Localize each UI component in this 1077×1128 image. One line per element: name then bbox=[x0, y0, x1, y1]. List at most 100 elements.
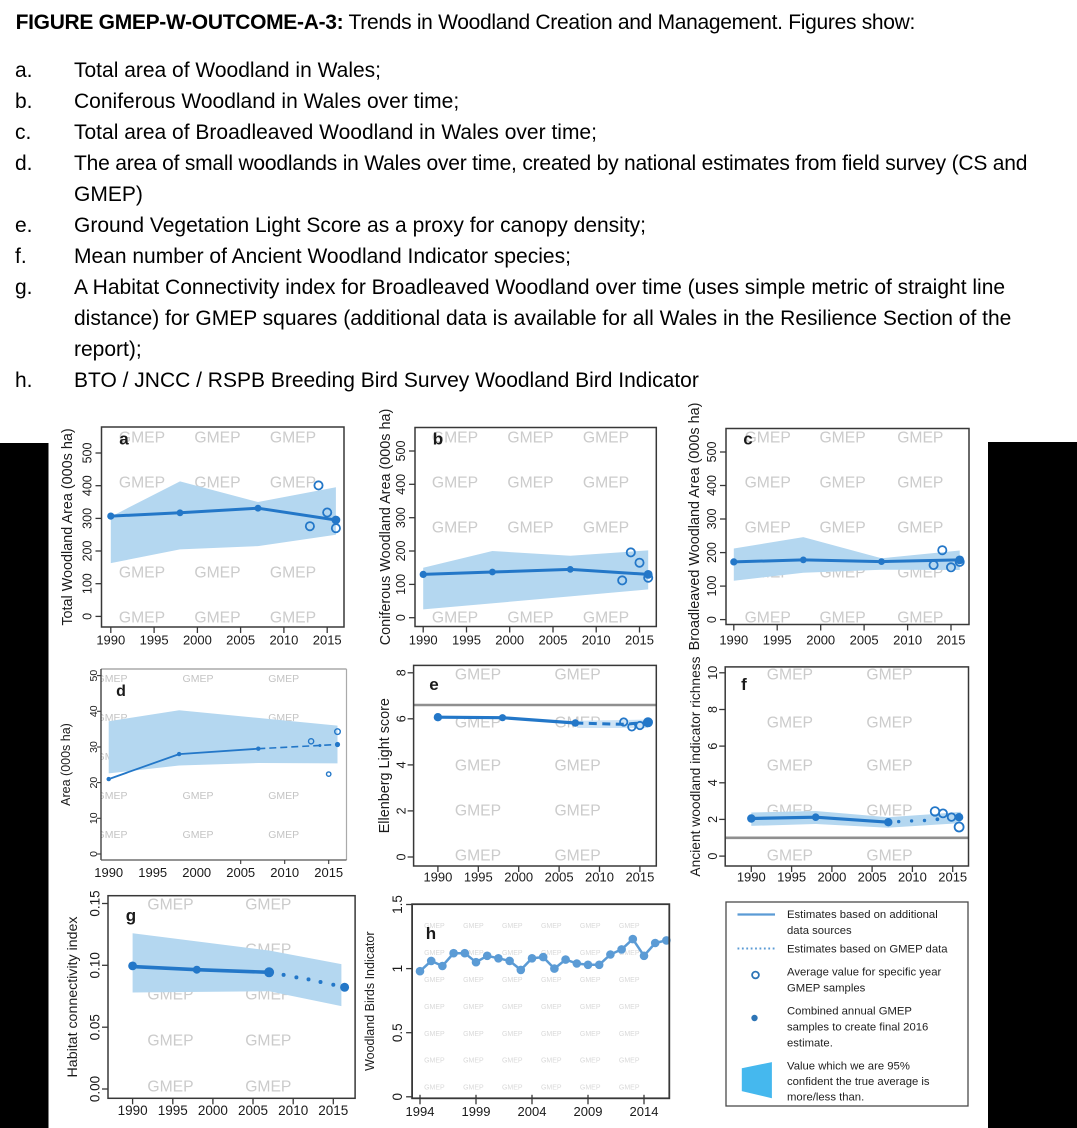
svg-text:2009: 2009 bbox=[574, 1104, 603, 1119]
svg-text:1995: 1995 bbox=[452, 633, 481, 648]
svg-text:GMEP: GMEP bbox=[819, 475, 865, 492]
svg-text:GMEP: GMEP bbox=[541, 1004, 562, 1011]
svg-text:0: 0 bbox=[81, 613, 95, 620]
svg-text:more/less than.: more/less than. bbox=[787, 1092, 864, 1104]
svg-text:GMEP: GMEP bbox=[541, 1031, 562, 1038]
svg-text:2005: 2005 bbox=[539, 633, 568, 648]
svg-text:1995: 1995 bbox=[763, 633, 792, 648]
svg-text:2000: 2000 bbox=[182, 865, 211, 880]
svg-text:data sources: data sources bbox=[787, 925, 852, 937]
svg-text:GMEP: GMEP bbox=[767, 758, 813, 775]
svg-text:GMEP: GMEP bbox=[268, 790, 299, 802]
svg-text:400: 400 bbox=[81, 475, 95, 496]
svg-text:GMEP: GMEP bbox=[619, 977, 640, 984]
svg-text:1995: 1995 bbox=[777, 870, 806, 885]
svg-text:2015: 2015 bbox=[318, 1103, 348, 1118]
svg-text:GMEP samples: GMEP samples bbox=[787, 983, 866, 995]
svg-text:GMEP: GMEP bbox=[502, 1031, 523, 1038]
svg-text:1.5: 1.5 bbox=[390, 895, 405, 914]
svg-text:GMEP: GMEP bbox=[507, 475, 553, 492]
svg-text:20: 20 bbox=[88, 777, 100, 789]
svg-text:GMEP: GMEP bbox=[424, 977, 445, 984]
svg-text:2004: 2004 bbox=[518, 1104, 547, 1119]
svg-text:GMEP: GMEP bbox=[580, 950, 601, 957]
svg-text:1990: 1990 bbox=[409, 633, 438, 648]
svg-text:2000: 2000 bbox=[806, 633, 835, 648]
svg-text:GMEP: GMEP bbox=[432, 430, 478, 447]
svg-text:GMEP: GMEP bbox=[97, 673, 128, 685]
svg-text:100: 100 bbox=[705, 576, 719, 597]
svg-text:2005: 2005 bbox=[238, 1103, 268, 1118]
svg-text:GMEP: GMEP bbox=[432, 520, 478, 537]
svg-text:GMEP: GMEP bbox=[745, 610, 791, 627]
svg-text:0.05: 0.05 bbox=[88, 1014, 103, 1040]
svg-text:2015: 2015 bbox=[938, 870, 967, 885]
svg-text:2005: 2005 bbox=[226, 633, 255, 648]
svg-text:h: h bbox=[426, 924, 436, 943]
svg-text:GMEP: GMEP bbox=[897, 610, 943, 627]
svg-text:6: 6 bbox=[706, 743, 720, 750]
svg-text:GMEP: GMEP bbox=[245, 1079, 291, 1096]
svg-text:Ellenberg Light score: Ellenberg Light score bbox=[377, 698, 393, 833]
svg-text:GMEP: GMEP bbox=[432, 475, 478, 492]
svg-text:300: 300 bbox=[81, 508, 95, 529]
svg-text:GMEP: GMEP bbox=[767, 667, 813, 684]
svg-text:GMEP: GMEP bbox=[119, 610, 165, 627]
svg-text:4: 4 bbox=[706, 779, 720, 786]
svg-text:2005: 2005 bbox=[545, 870, 574, 885]
svg-text:GMEP: GMEP bbox=[245, 1033, 291, 1050]
svg-text:1990: 1990 bbox=[423, 870, 452, 885]
svg-text:GMEP: GMEP bbox=[463, 1085, 484, 1092]
svg-text:GMEP: GMEP bbox=[897, 475, 943, 492]
svg-text:GMEP: GMEP bbox=[502, 923, 523, 930]
svg-text:0.15: 0.15 bbox=[88, 890, 103, 916]
svg-text:Average value for specific yea: Average value for specific year bbox=[787, 967, 942, 979]
svg-text:e: e bbox=[429, 675, 438, 694]
svg-text:GMEP: GMEP bbox=[270, 475, 316, 492]
svg-text:GMEP: GMEP bbox=[502, 977, 523, 984]
svg-text:GMEP: GMEP bbox=[502, 1058, 523, 1065]
svg-text:200: 200 bbox=[81, 541, 95, 562]
svg-text:GMEP: GMEP bbox=[819, 610, 865, 627]
svg-text:GMEP: GMEP bbox=[541, 1058, 562, 1065]
svg-text:2000: 2000 bbox=[495, 633, 524, 648]
svg-text:GMEP: GMEP bbox=[119, 565, 165, 582]
svg-text:2015: 2015 bbox=[937, 633, 966, 648]
svg-text:2014: 2014 bbox=[630, 1104, 659, 1119]
svg-text:GMEP: GMEP bbox=[583, 475, 629, 492]
svg-text:100: 100 bbox=[81, 573, 95, 594]
svg-text:GMEP: GMEP bbox=[455, 848, 501, 865]
svg-text:1990: 1990 bbox=[96, 633, 125, 648]
svg-text:GMEP: GMEP bbox=[268, 829, 299, 841]
svg-text:300: 300 bbox=[705, 509, 719, 530]
svg-text:a: a bbox=[119, 430, 129, 449]
svg-text:GMEP: GMEP bbox=[866, 803, 912, 820]
svg-text:2005: 2005 bbox=[226, 865, 255, 880]
svg-text:2010: 2010 bbox=[269, 633, 298, 648]
svg-text:6: 6 bbox=[395, 715, 409, 722]
svg-text:GMEP: GMEP bbox=[619, 1085, 640, 1092]
svg-text:GMEP: GMEP bbox=[270, 430, 316, 447]
svg-text:10: 10 bbox=[706, 666, 720, 680]
svg-text:GMEP: GMEP bbox=[541, 950, 562, 957]
svg-text:1995: 1995 bbox=[158, 1103, 188, 1118]
svg-text:GMEP: GMEP bbox=[502, 1004, 523, 1011]
svg-text:GMEP: GMEP bbox=[424, 1031, 445, 1038]
svg-text:GMEP: GMEP bbox=[583, 520, 629, 537]
svg-text:GMEP: GMEP bbox=[194, 430, 240, 447]
svg-text:400: 400 bbox=[705, 475, 719, 496]
svg-text:GMEP: GMEP bbox=[507, 520, 553, 537]
svg-text:GMEP: GMEP bbox=[866, 667, 912, 684]
svg-text:2000: 2000 bbox=[183, 633, 212, 648]
svg-text:GMEP: GMEP bbox=[424, 1085, 445, 1092]
svg-text:100: 100 bbox=[394, 574, 408, 595]
svg-text:GMEP: GMEP bbox=[745, 430, 791, 447]
svg-text:GMEP: GMEP bbox=[554, 758, 600, 775]
svg-text:GMEP: GMEP bbox=[432, 610, 478, 627]
svg-text:samples to create final 2016: samples to create final 2016 bbox=[787, 1022, 928, 1034]
svg-text:1995: 1995 bbox=[140, 633, 169, 648]
svg-text:GMEP: GMEP bbox=[767, 715, 813, 732]
svg-text:GMEP: GMEP bbox=[619, 923, 640, 930]
svg-text:estimate.: estimate. bbox=[787, 1038, 833, 1050]
svg-text:0.10: 0.10 bbox=[88, 952, 103, 978]
